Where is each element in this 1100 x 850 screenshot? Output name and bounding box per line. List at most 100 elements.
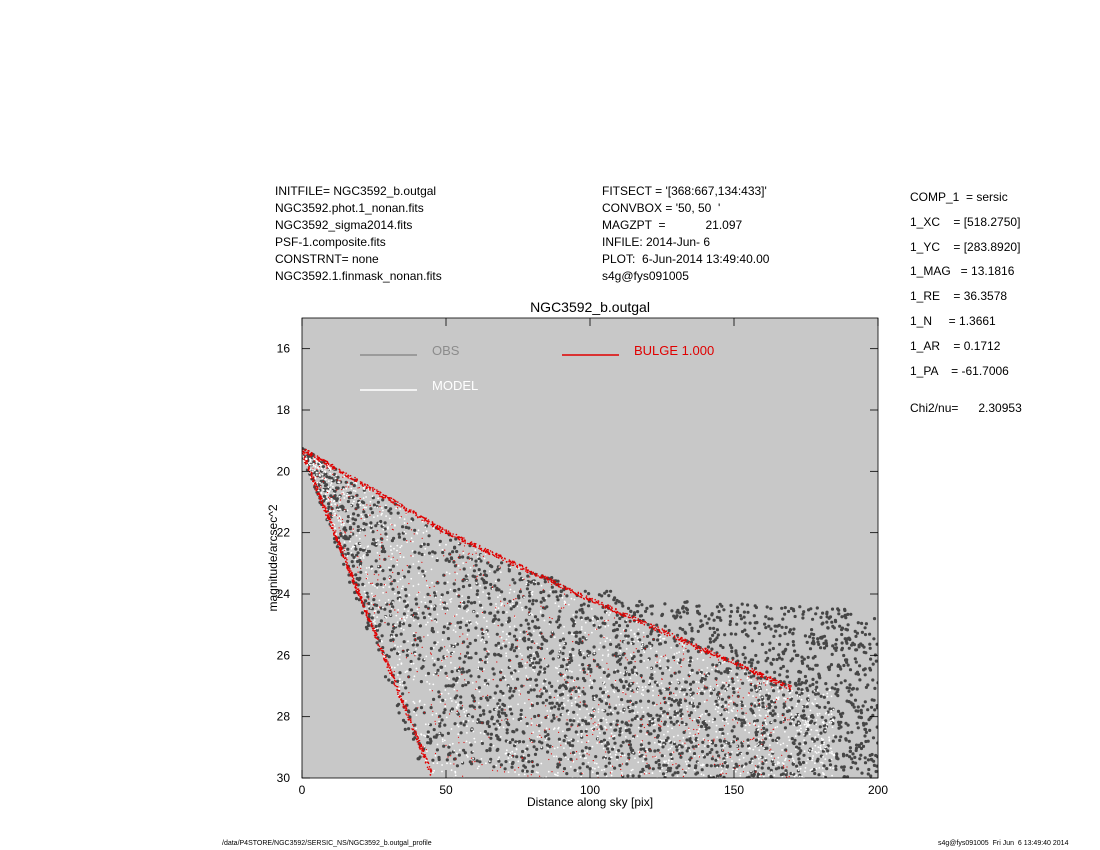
model-point	[663, 743, 665, 746]
obs-point	[817, 773, 821, 777]
model-point	[523, 702, 526, 704]
obs-point	[752, 614, 756, 618]
model-point	[633, 633, 636, 636]
obs-point	[836, 674, 840, 678]
obs-point	[849, 693, 853, 697]
model-point	[577, 720, 579, 723]
model-point	[677, 734, 679, 737]
model-point	[654, 723, 656, 726]
model-point	[346, 555, 349, 557]
model-point	[424, 526, 427, 528]
header-left-line-2: NGC3592_sigma2014.fits	[275, 218, 413, 232]
model-point	[728, 679, 731, 682]
header-info-middle: FITSECT = '[368:667,134:433]' CONVBOX = '…	[602, 183, 769, 285]
model-point	[466, 633, 469, 636]
model-point	[805, 723, 808, 725]
model-point	[554, 602, 557, 605]
obs-point	[773, 719, 777, 723]
obs-point	[443, 723, 447, 727]
model-point	[433, 605, 436, 607]
model-point	[418, 572, 420, 575]
obs-point	[480, 741, 484, 746]
obs-point	[484, 655, 488, 659]
model-point	[507, 771, 510, 773]
fit-parameters: COMP_1 = sersic 1_XC = [518.2750] 1_YC = […	[910, 190, 1022, 426]
model-point	[480, 740, 483, 743]
model-point	[593, 650, 596, 652]
model-point	[630, 682, 632, 685]
obs-point	[464, 683, 468, 687]
obs-point	[866, 683, 870, 687]
obs-point	[736, 753, 740, 757]
model-point	[370, 607, 372, 609]
bulge-point	[398, 504, 401, 507]
model-point	[796, 694, 799, 697]
bulge-point	[600, 603, 602, 606]
obs-point	[574, 730, 578, 734]
model-point	[593, 696, 596, 699]
obs-point	[548, 620, 552, 624]
model-point	[697, 730, 700, 733]
obs-point	[863, 626, 867, 630]
model-point	[567, 694, 569, 697]
obs-point	[615, 755, 620, 760]
model-point	[337, 481, 340, 484]
obs-point	[505, 728, 509, 732]
obs-point	[487, 596, 491, 600]
obs-point	[360, 500, 364, 504]
model-point	[620, 710, 622, 712]
obs-point	[703, 677, 707, 681]
obs-point	[824, 641, 829, 646]
model-point	[512, 671, 515, 673]
obs-point	[746, 634, 750, 638]
obs-point	[734, 762, 738, 766]
obs-point	[606, 747, 610, 751]
model-point	[478, 690, 481, 693]
model-point	[717, 697, 720, 700]
bulge-point	[367, 484, 369, 487]
obs-point	[437, 690, 441, 694]
obs-point	[668, 716, 673, 720]
obs-point	[547, 737, 551, 741]
obs-point	[631, 670, 635, 675]
obs-point	[828, 763, 833, 767]
model-point	[327, 486, 330, 489]
obs-point	[508, 707, 512, 711]
model-point	[811, 749, 813, 752]
model-point	[759, 706, 762, 709]
model-point	[446, 609, 449, 612]
model-point	[372, 614, 375, 617]
model-point	[390, 558, 393, 560]
model-point	[649, 781, 651, 783]
obs-point	[552, 713, 556, 717]
obs-point	[442, 711, 446, 715]
obs-point	[807, 667, 812, 671]
model-point	[755, 688, 758, 691]
bulge-point	[787, 684, 790, 686]
obs-point	[583, 589, 587, 593]
obs-point	[712, 776, 716, 778]
model-point	[687, 767, 690, 770]
obs-point	[558, 623, 562, 627]
model-point	[507, 685, 510, 688]
obs-point	[457, 587, 461, 591]
obs-point	[458, 625, 462, 630]
model-point	[607, 653, 610, 656]
obs-point	[697, 612, 702, 616]
model-point	[382, 528, 385, 531]
obs-point	[566, 675, 570, 679]
model-point	[422, 531, 425, 534]
model-point	[547, 716, 550, 718]
obs-point	[422, 616, 427, 620]
model-point	[397, 609, 400, 611]
obs-point	[333, 496, 337, 500]
model-point	[753, 713, 755, 716]
model-point	[389, 614, 392, 616]
model-point	[424, 723, 427, 726]
model-point	[758, 709, 761, 712]
model-point	[629, 629, 632, 632]
model-point	[312, 463, 314, 466]
bulge-point	[438, 525, 441, 528]
model-point	[636, 637, 639, 639]
obs-point	[404, 594, 408, 598]
